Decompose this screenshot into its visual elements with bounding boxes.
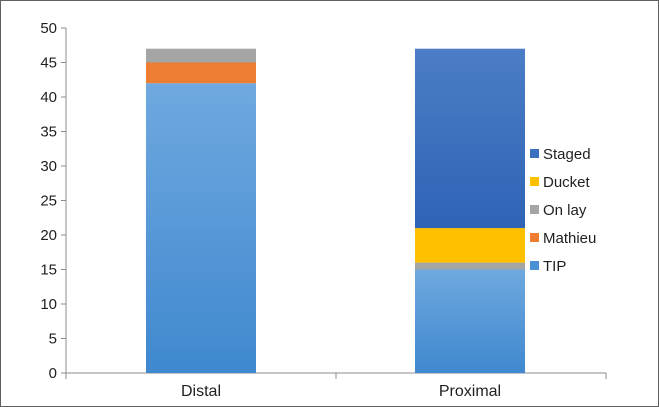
bar-segment-tip	[146, 83, 256, 373]
legend-label: TIP	[543, 258, 566, 275]
y-tick-label: 35	[40, 124, 57, 141]
bar-segment-ducket	[415, 228, 525, 263]
legend-swatch-ducket	[530, 177, 539, 186]
legend-label: Mathieu	[543, 230, 596, 247]
legend-swatch-on-lay	[530, 205, 539, 214]
legend: Staged Ducket On lay Mathieu TIP	[530, 146, 596, 275]
y-tick-label: 10	[40, 296, 57, 313]
x-category-label: Proximal	[439, 383, 501, 400]
y-tick-label: 50	[40, 20, 57, 37]
bar-segment-staged	[415, 48, 525, 229]
y-tick-label: 5	[49, 331, 57, 348]
bar-segment-tip	[415, 269, 525, 373]
y-tick-label: 0	[49, 365, 57, 382]
x-category-label: Distal	[181, 383, 221, 400]
legend-swatch-mathieu	[530, 233, 539, 242]
legend-label: On lay	[543, 202, 587, 219]
bars	[146, 48, 525, 373]
bar-segment-mathieu	[146, 62, 256, 84]
legend-label: Staged	[543, 146, 591, 163]
y-tick-label: 30	[40, 158, 57, 175]
y-tick-label: 45	[40, 55, 57, 72]
bar-segment-on-lay	[415, 262, 525, 270]
bar-segment-on-lay	[146, 48, 256, 63]
legend-swatch-tip	[530, 261, 539, 270]
legend-swatch-staged	[530, 149, 539, 158]
y-tick-label: 25	[40, 193, 57, 210]
legend-label: Ducket	[543, 174, 591, 191]
y-tick-label: 15	[40, 262, 57, 279]
y-tick-label: 20	[40, 227, 57, 244]
y-tick-label: 40	[40, 89, 57, 106]
